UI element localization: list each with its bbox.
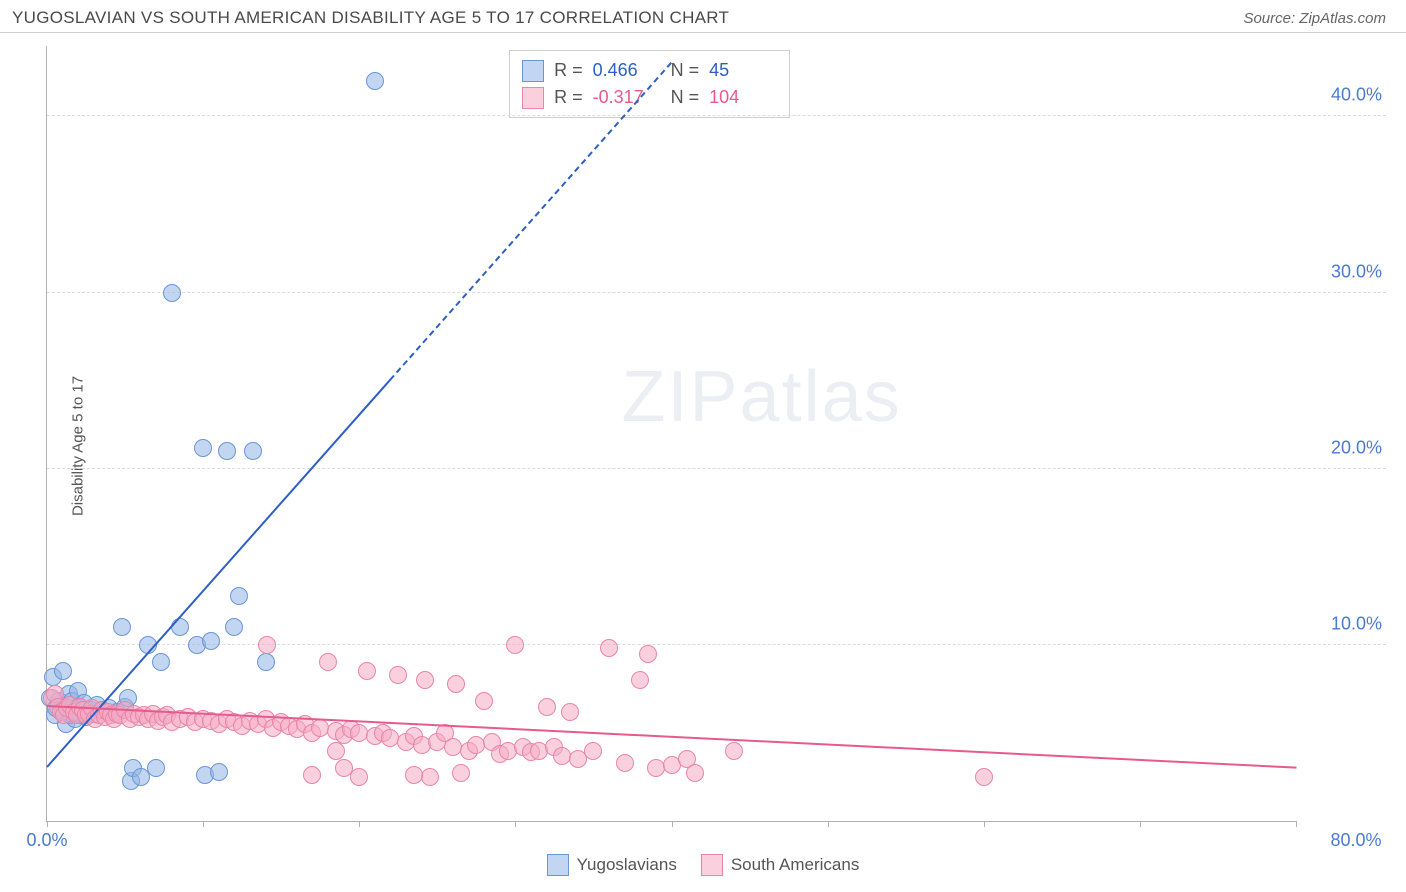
data-point bbox=[113, 618, 131, 636]
x-tick bbox=[1140, 821, 1141, 827]
data-point bbox=[335, 759, 353, 777]
data-point bbox=[366, 72, 384, 90]
x-tick-label: 80.0% bbox=[1330, 830, 1381, 851]
data-point bbox=[389, 666, 407, 684]
source-attribution: Source: ZipAtlas.com bbox=[1243, 10, 1386, 27]
data-point bbox=[631, 671, 649, 689]
data-point bbox=[350, 768, 368, 786]
legend-r-label: R = bbox=[554, 57, 583, 84]
legend-item: South Americans bbox=[701, 854, 860, 876]
data-point bbox=[561, 703, 579, 721]
x-tick bbox=[828, 821, 829, 827]
y-tick-label: 30.0% bbox=[1302, 261, 1382, 282]
data-point bbox=[225, 618, 243, 636]
x-tick bbox=[47, 821, 48, 827]
x-tick bbox=[203, 821, 204, 827]
data-point bbox=[303, 766, 321, 784]
watermark-light: atlas bbox=[740, 357, 902, 437]
data-point bbox=[725, 742, 743, 760]
data-point bbox=[244, 442, 262, 460]
data-point bbox=[194, 439, 212, 457]
data-point bbox=[257, 653, 275, 671]
gridline bbox=[47, 468, 1386, 469]
data-point bbox=[639, 645, 657, 663]
legend-label: Yugoslavians bbox=[577, 855, 677, 875]
data-point bbox=[584, 742, 602, 760]
legend-item: Yugoslavians bbox=[547, 854, 677, 876]
data-point bbox=[452, 764, 470, 782]
data-point bbox=[358, 662, 376, 680]
data-point bbox=[447, 675, 465, 693]
data-point bbox=[506, 636, 524, 654]
legend-swatch bbox=[522, 60, 544, 82]
data-point bbox=[319, 653, 337, 671]
data-point bbox=[258, 636, 276, 654]
gridline bbox=[47, 644, 1386, 645]
legend-n-label: N = bbox=[671, 84, 700, 111]
data-point bbox=[538, 698, 556, 716]
data-point bbox=[327, 742, 345, 760]
chart-area: ZIPatlas R = 0.466 N = 45 R = -0.317 N = 104 10… bbox=[46, 46, 1386, 822]
data-point bbox=[152, 653, 170, 671]
chart-title: YUGOSLAVIAN VS SOUTH AMERICAN DISABILITY… bbox=[12, 8, 729, 28]
gridline bbox=[47, 115, 1386, 116]
data-point bbox=[475, 692, 493, 710]
data-point bbox=[54, 662, 72, 680]
legend-swatch bbox=[701, 854, 723, 876]
x-tick bbox=[984, 821, 985, 827]
data-point bbox=[218, 442, 236, 460]
data-point bbox=[230, 587, 248, 605]
x-tick bbox=[359, 821, 360, 827]
y-tick-label: 40.0% bbox=[1302, 85, 1382, 106]
legend-r-label: R = bbox=[554, 84, 583, 111]
gridline bbox=[47, 292, 1386, 293]
data-point bbox=[975, 768, 993, 786]
data-point bbox=[405, 766, 423, 784]
x-tick-label: 0.0% bbox=[26, 830, 67, 851]
watermark: ZIPatlas bbox=[622, 356, 902, 438]
data-point bbox=[210, 763, 228, 781]
series-legend: Yugoslavians South Americans bbox=[0, 854, 1406, 876]
y-tick-label: 20.0% bbox=[1302, 437, 1382, 458]
legend-n-label: N = bbox=[671, 57, 700, 84]
data-point bbox=[616, 754, 634, 772]
data-point bbox=[421, 768, 439, 786]
legend-r-value: 0.466 bbox=[593, 57, 661, 84]
plot-region: ZIPatlas R =0.466N =45R =-0.317N =104 10… bbox=[46, 46, 1296, 822]
data-point bbox=[202, 632, 220, 650]
legend-r-value: -0.317 bbox=[593, 84, 661, 111]
data-point bbox=[600, 639, 618, 657]
data-point bbox=[163, 284, 181, 302]
data-point bbox=[416, 671, 434, 689]
y-tick-label: 10.0% bbox=[1302, 613, 1382, 634]
data-point bbox=[147, 759, 165, 777]
legend-swatch bbox=[522, 87, 544, 109]
legend-label: South Americans bbox=[731, 855, 860, 875]
x-tick bbox=[515, 821, 516, 827]
chart-header: YUGOSLAVIAN VS SOUTH AMERICAN DISABILITY… bbox=[0, 0, 1406, 33]
x-tick bbox=[672, 821, 673, 827]
watermark-bold: ZIP bbox=[622, 357, 740, 437]
x-tick bbox=[1296, 821, 1297, 827]
legend-n-value: 45 bbox=[709, 57, 777, 84]
legend-n-value: 104 bbox=[709, 84, 777, 111]
legend-swatch bbox=[547, 854, 569, 876]
data-point bbox=[686, 764, 704, 782]
legend-row: R = 0.466 N = 45 bbox=[522, 57, 777, 84]
